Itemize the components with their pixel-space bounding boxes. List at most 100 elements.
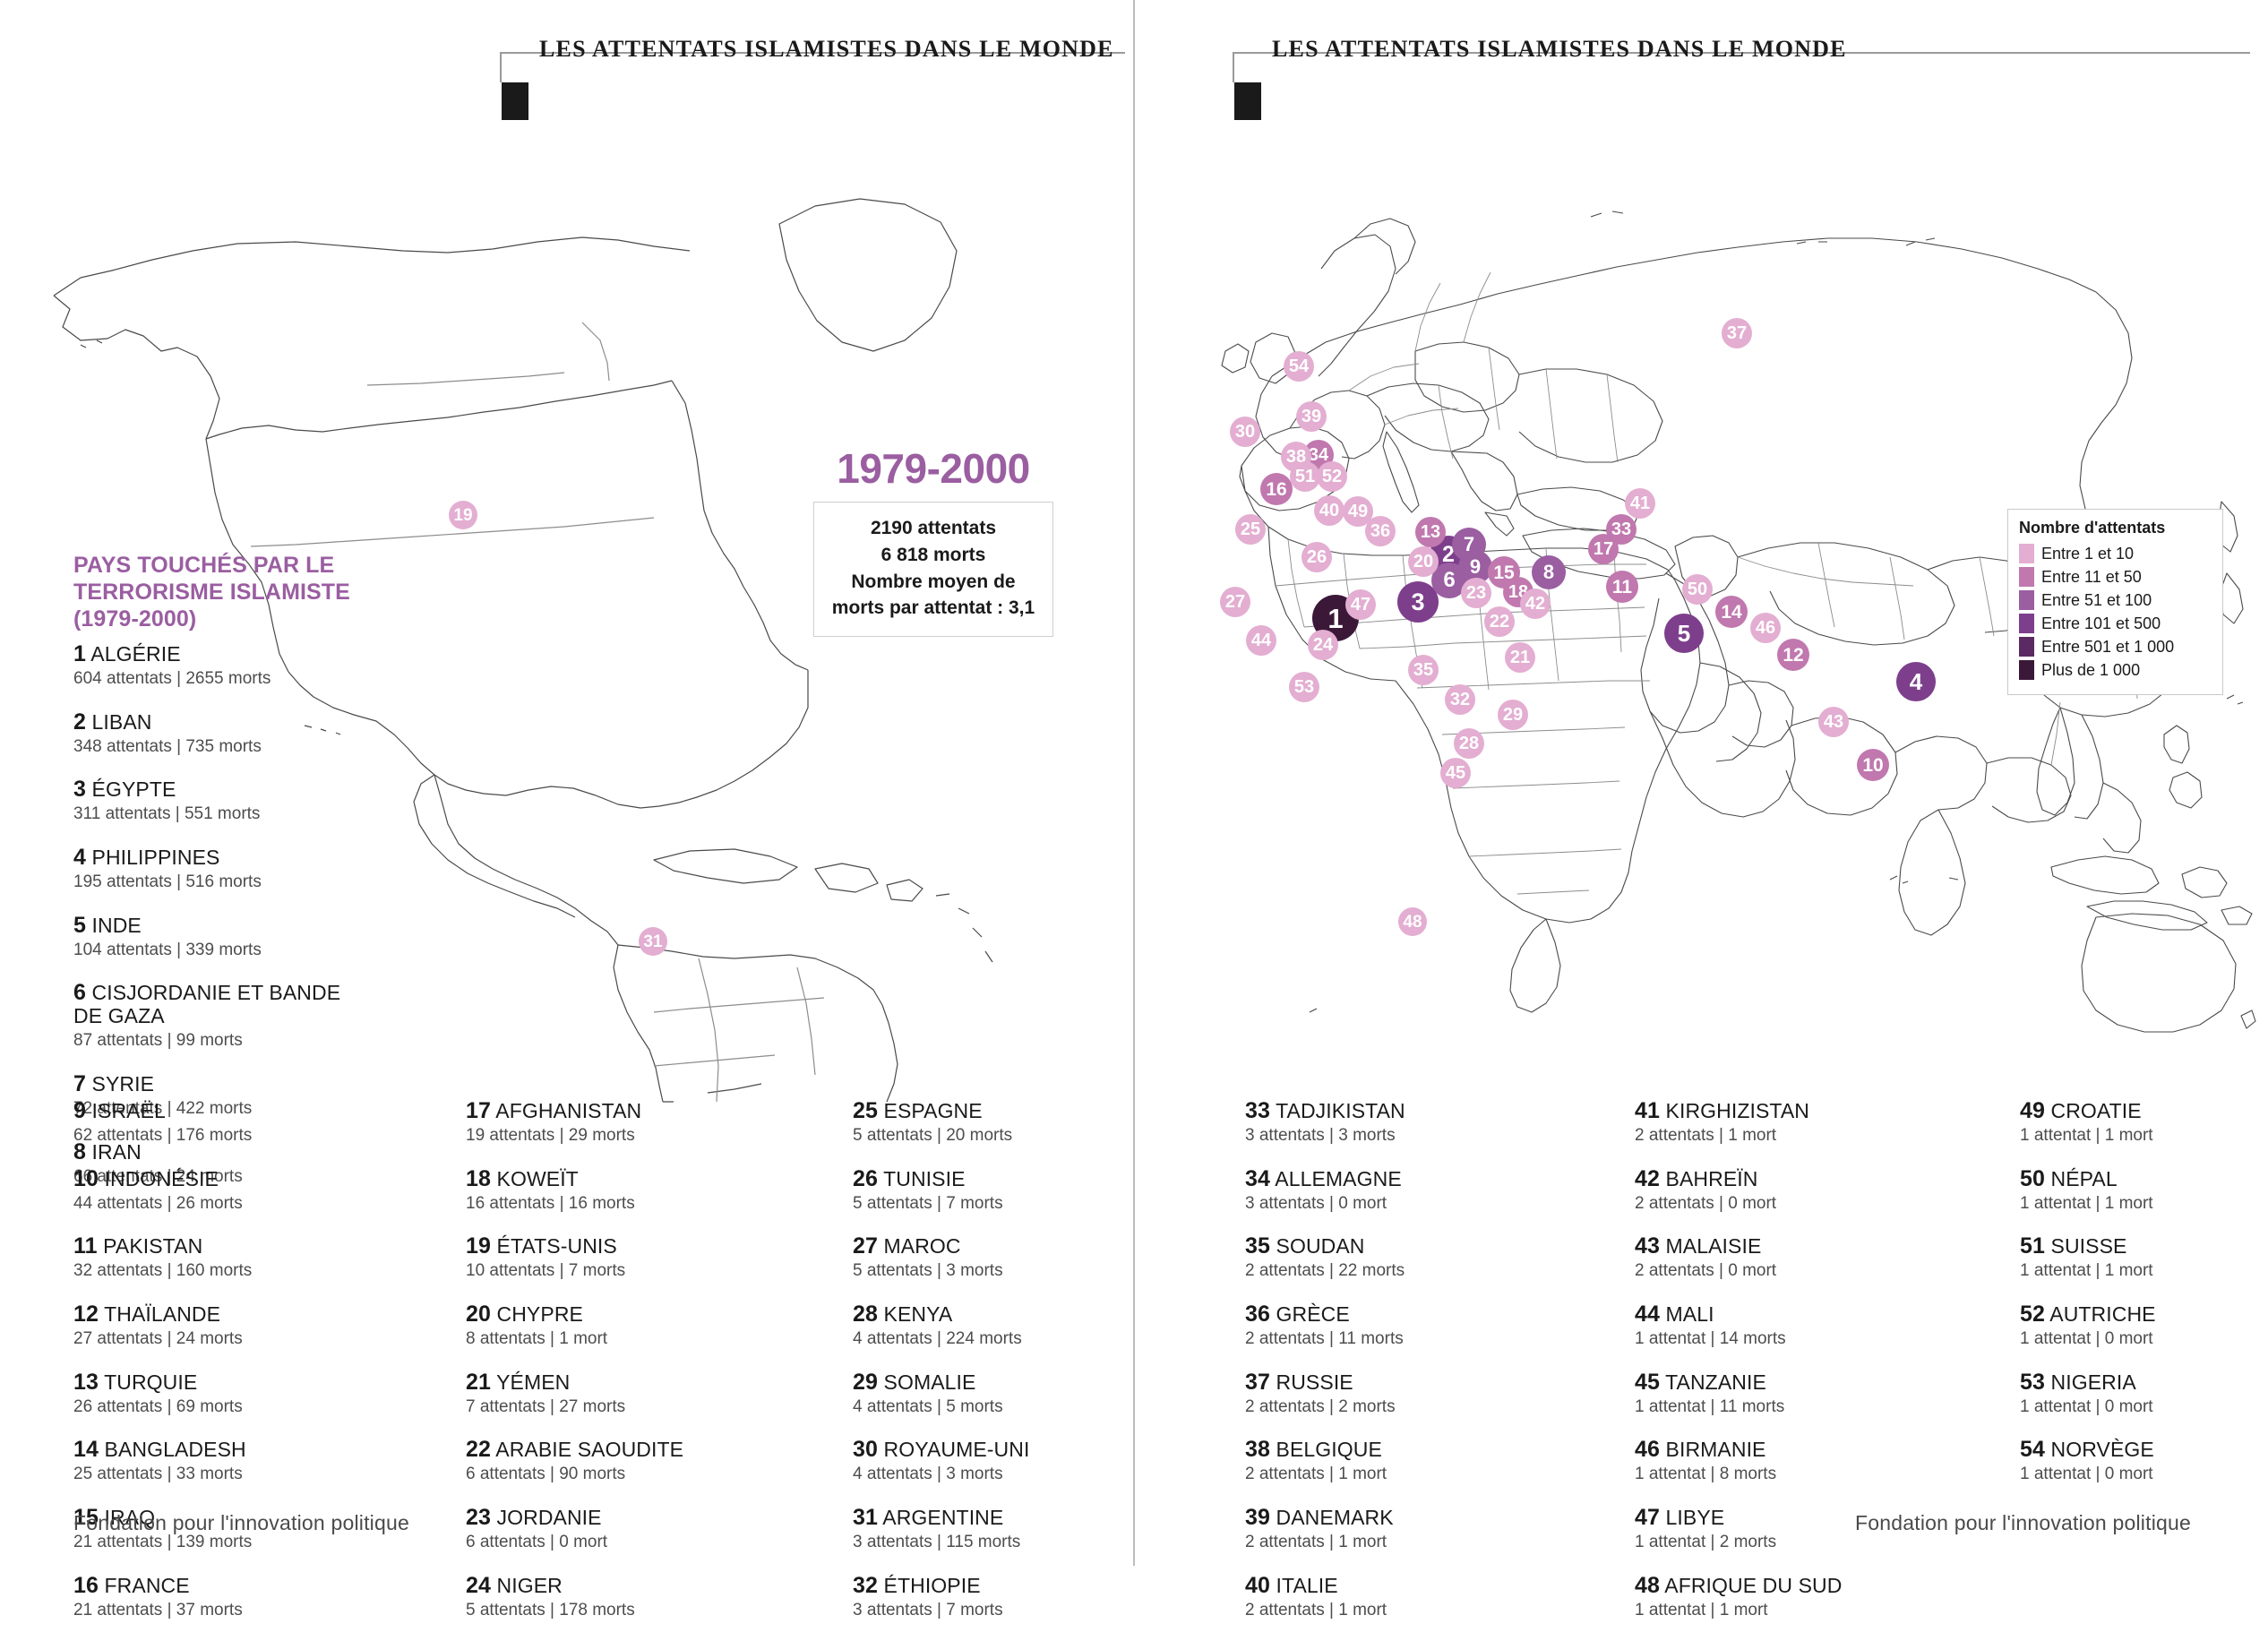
country-label: CISJORDANIE ET BANDE DE GAZA: [73, 981, 341, 1028]
map-marker: 13: [1415, 517, 1446, 547]
map-marker: 24: [1308, 630, 1338, 660]
country-list-item: 9 ISRAËL 62 attentats | 176 morts: [73, 1098, 369, 1147]
country-rank: 23: [466, 1505, 492, 1531]
country-label: NIGER: [496, 1573, 563, 1597]
country-name: 49 CROATIE: [2020, 1098, 2268, 1123]
country-column-6: 41 KIRGHIZISTAN 2 attentats | 1 mort 42 BA…: [1635, 1098, 1930, 1641]
country-name: 29 SOMALIE: [853, 1370, 1148, 1395]
country-list-item: 6 CISJORDANIE ET BANDE DE GAZA 87 attenta…: [73, 980, 369, 1052]
footer-left: Fondation pour l'innovation politique: [73, 1511, 409, 1534]
legend-item: Entre 1 et 10: [2019, 544, 2212, 563]
map-marker: 8: [1532, 555, 1566, 589]
country-stats: 3 attentats | 0 mort: [1245, 1193, 1387, 1213]
country-rank: 11: [73, 1233, 98, 1259]
country-name: 36 GRÈCE: [1245, 1302, 1541, 1327]
country-rank: 37: [1245, 1369, 1271, 1395]
country-name: 3 ÉGYPTE: [73, 777, 369, 802]
country-list-item: 40 ITALIE 2 attentats | 1 mort: [1245, 1573, 1541, 1622]
country-list-item: 38 BELGIQUE 2 attentats | 1 mort: [1245, 1437, 1541, 1486]
map-marker: 26: [1302, 542, 1332, 572]
country-rank: 36: [1245, 1302, 1271, 1327]
country-name: 7 SYRIE: [73, 1071, 369, 1096]
country-list-item: 42 BAHREÏN 2 attentats | 0 mort: [1635, 1166, 1930, 1216]
legend-swatch: [2019, 567, 2034, 587]
country-list-item: 48 AFRIQUE DU SUD 1 attentat | 1 mort: [1635, 1573, 1930, 1622]
country-stats: 8 attentats | 1 mort: [466, 1329, 608, 1349]
country-name: 13 TURQUIE: [73, 1370, 369, 1395]
country-name: 14 BANGLADESH: [73, 1437, 369, 1462]
header-tab-block: [502, 82, 528, 120]
country-list-item: 47 LIBYE 1 attentat | 2 morts: [1635, 1505, 1930, 1554]
avg-deaths-line1: Nombre moyen de: [851, 571, 1016, 592]
country-name: 22 ARABIE SAOUDITE: [466, 1437, 761, 1462]
country-stats: 3 attentats | 115 morts: [853, 1533, 1021, 1552]
country-rank: 42: [1635, 1165, 1661, 1191]
country-label: ALGÉRIE: [90, 642, 181, 666]
country-list-item: 15 IRAQ 21 attentats | 139 morts: [73, 1505, 369, 1554]
country-rank: 22: [466, 1437, 492, 1463]
country-name: 31 ARGENTINE: [853, 1505, 1148, 1530]
country-rank: 35: [1245, 1233, 1271, 1259]
country-rank: 28: [853, 1302, 879, 1327]
country-name: 37 RUSSIE: [1245, 1370, 1541, 1395]
map-marker: 32: [1445, 684, 1475, 715]
country-label: INDONÉSIE: [104, 1166, 219, 1190]
country-label: PAKISTAN: [103, 1234, 203, 1259]
country-list-item: 7 SYRIE 72 attentats | 422 morts: [73, 1071, 369, 1121]
country-stats: 5 attentats | 20 morts: [853, 1126, 1013, 1145]
country-rank: 8: [73, 1138, 87, 1164]
country-name: 1 ALGÉRIE: [73, 641, 369, 666]
country-list-item: 13 TURQUIE 26 attentats | 69 morts: [73, 1370, 369, 1419]
country-list-item: 25 ESPAGNE 5 attentats | 20 morts: [853, 1098, 1148, 1147]
country-column-4: 25 ESPAGNE 5 attentats | 20 morts 26 TUNIS…: [853, 1098, 1148, 1641]
country-list-item: 17 AFGHANISTAN 19 attentats | 29 morts: [466, 1098, 761, 1147]
country-name: 19 ÉTATS-UNIS: [466, 1233, 761, 1259]
country-stats: 311 attentats | 551 morts: [73, 804, 261, 824]
legend-label: Entre 101 et 500: [2041, 614, 2161, 632]
country-label: BIRMANIE: [1665, 1438, 1766, 1462]
country-list-item: 18 KOWEÏT 16 attentats | 16 morts: [466, 1166, 761, 1216]
map-marker: 52: [1317, 461, 1347, 492]
map-marker: 53: [1289, 672, 1319, 702]
total-deaths: 6 818 morts: [881, 544, 986, 565]
country-name: 12 THAÏLANDE: [73, 1302, 369, 1327]
country-label: PHILIPPINES: [91, 846, 220, 870]
map-marker: 31: [639, 927, 667, 956]
map-marker: 51: [1290, 461, 1320, 492]
country-rank: 24: [466, 1572, 492, 1598]
legend-item: Entre 101 et 500: [2019, 614, 2212, 633]
legend-label: Entre 1 et 10: [2041, 544, 2135, 563]
country-rank: 7: [73, 1070, 87, 1096]
country-stats: 1 attentat | 11 morts: [1635, 1396, 1785, 1416]
map-marker: 21: [1505, 642, 1535, 673]
country-stats: 2 attentats | 0 mort: [1635, 1261, 1777, 1281]
avg-deaths-line2: morts par attentat : 3,1: [831, 597, 1035, 619]
country-name: 6 CISJORDANIE ET BANDE DE GAZA: [73, 980, 369, 1028]
country-name: 52 AUTRICHE: [2020, 1302, 2268, 1327]
country-list-item: 46 BIRMANIE 1 attentat | 8 morts: [1635, 1437, 1930, 1486]
map-marker: 30: [1230, 417, 1260, 447]
country-column-5: 33 TADJIKISTAN 3 attentats | 3 morts 34 AL…: [1245, 1098, 1541, 1641]
map-marker: 35: [1408, 655, 1439, 685]
country-rank: 33: [1245, 1098, 1271, 1123]
country-list-item: 19 ÉTATS-UNIS 10 attentats | 7 morts: [466, 1233, 761, 1283]
country-stats: 16 attentats | 16 morts: [466, 1193, 635, 1213]
country-column-7: 49 CROATIE 1 attentat | 1 mort 50 NÉPAL 1 a…: [2020, 1098, 2268, 1505]
country-list-item: 54 NORVÈGE 1 attentat | 0 mort: [2020, 1437, 2268, 1486]
country-stats: 2 attentats | 11 morts: [1245, 1329, 1404, 1349]
country-rank: 47: [1635, 1505, 1661, 1531]
country-rank: 45: [1635, 1369, 1661, 1395]
legend-swatch: [2019, 614, 2034, 633]
country-label: TURQUIE: [104, 1370, 198, 1394]
country-list-item: 34 ALLEMAGNE 3 attentats | 0 mort: [1245, 1166, 1541, 1216]
country-label: ÉTHIOPIE: [883, 1573, 981, 1597]
country-label: LIBYE: [1665, 1506, 1725, 1530]
legend-swatch: [2019, 544, 2034, 563]
country-name: 27 MAROC: [853, 1233, 1148, 1259]
country-name: 33 TADJIKISTAN: [1245, 1098, 1541, 1123]
country-rank: 13: [73, 1369, 99, 1395]
country-rank: 6: [73, 980, 87, 1006]
country-stats: 44 attentats | 26 morts: [73, 1193, 243, 1213]
country-label: MALAISIE: [1665, 1234, 1762, 1259]
country-rank: 31: [853, 1505, 879, 1531]
